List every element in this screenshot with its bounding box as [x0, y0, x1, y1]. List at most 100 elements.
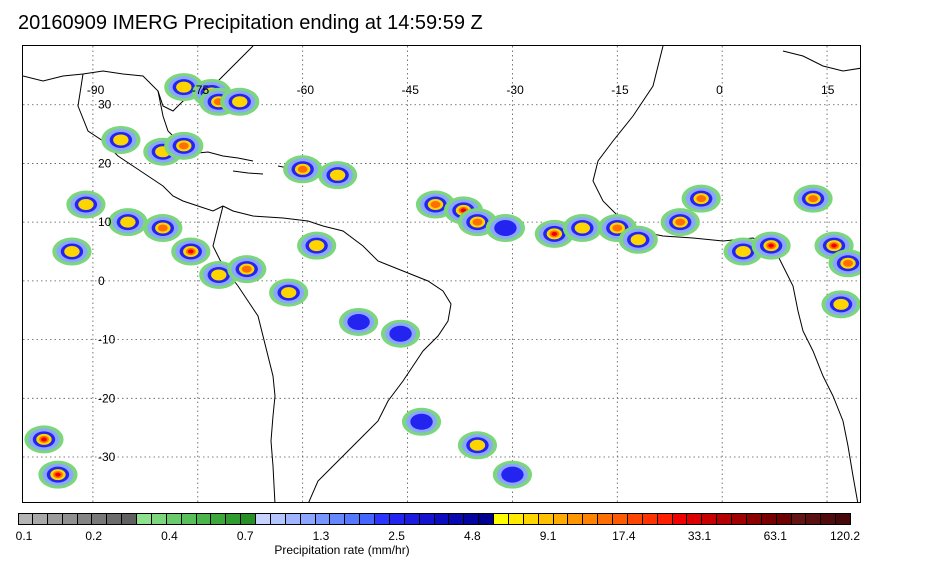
precip-cell	[612, 224, 623, 232]
map-panel: -90 -75 -60 -45 -30 -15 0 15 30 20 10 0 -10 -20 -30	[22, 45, 861, 503]
colorbar-swatch	[672, 513, 688, 525]
colorbar-swatch	[330, 513, 346, 525]
colorbar-swatch	[434, 513, 450, 525]
coastline-gulf	[77, 73, 224, 212]
precip-cell	[675, 218, 686, 226]
colorbar-label: 120.2	[829, 529, 861, 543]
precip-cell	[120, 216, 136, 228]
coastline-caribbean	[187, 151, 324, 175]
precip-cell	[157, 224, 168, 232]
colorbar-swatch	[761, 513, 777, 525]
colorbar-swatch	[806, 513, 822, 525]
coastline-south-america	[222, 205, 452, 502]
colorbar-swatch	[389, 513, 405, 525]
colorbar-label: 63.1	[763, 529, 787, 543]
lon-tick-label: -15	[611, 83, 629, 97]
colorbar-swatch	[836, 513, 851, 525]
colorbar-swatch	[77, 513, 93, 525]
colorbar-swatch	[702, 513, 718, 525]
precip-cell	[574, 222, 591, 234]
colorbar-swatch	[657, 513, 673, 525]
precip-cell	[389, 325, 412, 342]
lon-tick-label: -30	[506, 83, 524, 97]
precip-cell	[833, 298, 849, 310]
precip-cell	[41, 437, 47, 442]
precip-cell	[55, 472, 61, 477]
precip-cell	[78, 199, 94, 211]
colorbar-swatch	[553, 513, 569, 525]
colorbar-swatch	[345, 513, 361, 525]
colorbar-swatch	[627, 513, 643, 525]
precip-cell	[178, 142, 189, 150]
colorbar-swatch	[821, 513, 837, 525]
precip-cell	[232, 96, 248, 108]
colorbar-label: 9.1	[539, 529, 557, 543]
colorbar-swatch	[538, 513, 554, 525]
colorbar-swatch	[613, 513, 628, 525]
coastline-europe	[782, 50, 860, 72]
precip-cell	[329, 169, 346, 181]
colorbar-swatch	[449, 513, 465, 525]
colorbar-swatch	[18, 513, 33, 525]
lon-tick-label: -90	[87, 83, 105, 97]
colorbar-swatch	[568, 513, 584, 525]
precip-cell	[843, 259, 853, 267]
colorbar-swatch	[196, 513, 212, 525]
lon-tick-label: 15	[821, 83, 835, 97]
lat-tick-label: -20	[98, 391, 116, 405]
precip-cell	[280, 287, 297, 299]
lon-tick-label: -45	[402, 83, 420, 97]
colorbar-label: 0.2	[85, 529, 103, 543]
colorbar-label: 1.3	[312, 529, 330, 543]
coastlines	[23, 46, 860, 502]
colorbar-label: 0.7	[236, 529, 254, 543]
colorbar-swatch	[92, 513, 108, 525]
colorbar-label: 4.8	[464, 529, 481, 543]
colorbar-label: 17.4	[612, 529, 636, 543]
coastline-north-america	[23, 46, 254, 112]
precip-cell	[347, 313, 370, 330]
precipitation-field	[24, 73, 860, 489]
precip-cell	[494, 220, 517, 237]
colorbar-swatch	[523, 513, 539, 525]
colorbar-swatch	[47, 513, 63, 525]
precip-cell	[113, 134, 129, 146]
colorbar-swatch	[687, 513, 703, 525]
colorbar-swatch	[62, 513, 78, 525]
precip-cell	[241, 265, 252, 273]
colorbar-swatch	[360, 513, 375, 525]
precip-cell	[501, 466, 524, 483]
coastline-florida	[157, 90, 174, 137]
precip-cell	[768, 243, 774, 248]
colorbar-label: 0.1	[15, 529, 33, 543]
precip-cell	[696, 195, 707, 203]
lat-tick-label: 10	[98, 215, 112, 229]
colorbar-swatch	[419, 513, 435, 525]
map-canvas: -90 -75 -60 -45 -30 -15 0 15 30 20 10 0 -10 -20 -30	[23, 46, 860, 502]
precip-cell	[211, 269, 227, 281]
colorbar-label: 0.4	[161, 529, 178, 543]
colorbar-swatch	[776, 513, 792, 525]
colorbar-swatch	[464, 513, 480, 525]
colorbar-swatch	[270, 513, 286, 525]
lat-tick-label: -30	[98, 450, 116, 464]
colorbar-swatch	[32, 513, 48, 525]
colorbar-swatch	[211, 513, 227, 525]
precip-cell	[188, 249, 194, 254]
colorbar-swatch	[315, 513, 331, 525]
precip-cell	[410, 413, 433, 430]
colorbar-title: Precipitation rate (mm/hr)	[274, 543, 410, 557]
axis-ticks: -90 -75 -60 -45 -30 -15 0 15 30 20 10 0 -10 -20 -30	[87, 83, 835, 464]
colorbar-swatch	[732, 513, 747, 525]
lon-tick-label: 0	[716, 83, 723, 97]
precip-cell	[551, 231, 558, 236]
colorbar-swatch	[746, 513, 762, 525]
colorbar-swatch	[508, 513, 524, 525]
colorbar-swatch	[181, 513, 197, 525]
colorbar-swatch	[122, 513, 137, 525]
precip-cell	[308, 240, 325, 252]
coastline-africa	[592, 46, 859, 502]
colorbar-swatch	[256, 513, 271, 525]
colorbar-swatch	[494, 513, 509, 525]
colorbar-swatch	[404, 513, 420, 525]
